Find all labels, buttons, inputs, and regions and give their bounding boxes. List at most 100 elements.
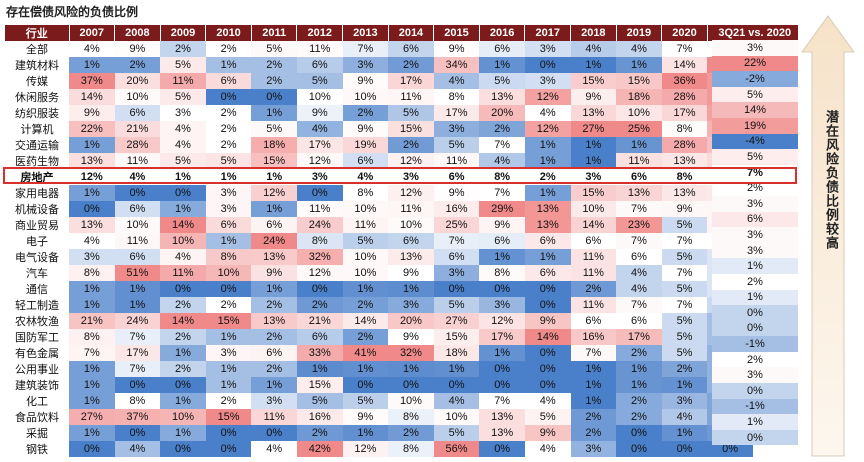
change-row: 22% [712, 55, 798, 72]
change-row: 5% [712, 149, 798, 165]
header-year: 2011 [251, 25, 298, 41]
heatmap-cell: 1% [616, 377, 662, 393]
heatmap-cell: 9% [479, 217, 525, 233]
heatmap-cell: 13% [251, 313, 297, 329]
heatmap-cell: 17% [616, 329, 662, 345]
heatmap-cell: 14% [69, 89, 115, 105]
heatmap-cell: 1% [114, 297, 161, 313]
heatmap-cell: 2% [160, 41, 206, 57]
heatmap-cell: 3% [479, 297, 525, 313]
heatmap-cell: 10% [616, 105, 662, 121]
heatmap-cell: 2% [570, 281, 617, 297]
heatmap-cell: 5% [296, 393, 343, 409]
heatmap-cell: 5% [433, 425, 480, 441]
heatmap-cell: 25% [433, 217, 480, 233]
row-label: 商业贸易 [15, 220, 59, 232]
row-label: 休闲服务 [15, 92, 59, 104]
heatmap-cell: 2% [251, 361, 297, 377]
heatmap-cell: 7% [661, 265, 708, 281]
heatmap-cell: 36% [661, 73, 708, 89]
heatmap-cell: 28% [661, 137, 708, 153]
heatmap-cell: 15% [205, 313, 252, 329]
heatmap-cell: 0% [524, 345, 571, 361]
heatmap-cell: 6% [388, 233, 434, 249]
heatmap-cell: 1% [251, 281, 297, 297]
heatmap-cell: 10% [160, 233, 206, 249]
heatmap-cell: 6% [616, 313, 662, 329]
heatmap-cell: 1% [479, 345, 525, 361]
heatmap-cell: 5% [251, 121, 297, 137]
change-cell: 6% [712, 211, 798, 228]
heatmap-cell: 9% [114, 41, 161, 57]
row-label: 国防军工 [15, 332, 59, 344]
heatmap-cell: 11% [296, 201, 343, 217]
heatmap-cell: 2% [296, 425, 343, 441]
heatmap-cell: 10% [342, 265, 389, 281]
change-cell: 3% [712, 40, 798, 56]
heatmap-cell: 5% [342, 233, 389, 249]
heatmap-cell: 12% [296, 265, 343, 281]
heatmap-cell: 1% [69, 377, 115, 393]
heatmap-cell: 7% [616, 201, 662, 217]
heatmap-cell: 6% [251, 345, 297, 361]
heatmap-cell: 15% [570, 185, 617, 201]
heatmap-cell: 4% [160, 249, 206, 265]
heatmap-cell: 1% [160, 425, 206, 441]
heatmap-cell: 0% [433, 281, 480, 297]
heatmap-cell: 3% [661, 393, 708, 409]
heatmap-cell: 0% [296, 185, 343, 201]
heatmap-cell: 3% [570, 169, 617, 185]
change-row: 3% [712, 242, 798, 259]
row-label: 计算机 [20, 124, 54, 136]
header-year: 2008 [114, 25, 161, 41]
up-arrow-icon [801, 15, 855, 457]
heatmap-cell: 6% [205, 217, 252, 233]
heatmap-cell: 1% [388, 361, 434, 377]
heatmap-row: 全部4%9%2%2%5%11%7%6%9%6%3%4%4%7%10% [5, 41, 753, 57]
change-row: 14% [712, 102, 798, 118]
heatmap-cell: 2% [251, 329, 297, 345]
heatmap-cell: 17% [114, 345, 161, 361]
heatmap-cell: 3% [524, 73, 571, 89]
change-cell: 0% [712, 429, 798, 446]
heatmap-cell: 5% [296, 73, 343, 89]
heatmap-cell: 0% [524, 361, 571, 377]
heatmap-cell: 4% [524, 393, 571, 409]
heatmap-cell: 28% [661, 89, 708, 105]
header-year: 2009 [160, 25, 207, 41]
heatmap-cell: 10% [114, 89, 161, 105]
heatmap-cell: 6% [205, 73, 252, 89]
heatmap-cell: 1% [69, 361, 115, 377]
heatmap-cell: 1% [205, 57, 252, 73]
heatmap-cell: 9% [69, 105, 115, 121]
heatmap-cell: 20% [479, 105, 525, 121]
heatmap-cell: 2% [570, 425, 617, 441]
change-cell: 22% [712, 55, 798, 72]
heatmap-cell: 6% [433, 169, 480, 185]
change-row: -4% [712, 133, 798, 150]
heatmap-cell: 1% [524, 249, 571, 265]
change-row: 0% [712, 305, 798, 321]
heatmap-cell: 5% [433, 137, 480, 153]
heatmap-cell: 9% [661, 201, 708, 217]
heatmap-cell: 2% [616, 345, 662, 361]
change-row: 2% [712, 273, 798, 290]
heatmap-cell: 5% [160, 57, 206, 73]
heatmap-cell: 1% [524, 137, 571, 153]
heatmap-cell: 15% [296, 377, 343, 393]
heatmap-cell: 37% [69, 73, 115, 89]
heatmap-cell: 5% [661, 217, 708, 233]
row-label: 电气设备 [15, 252, 59, 264]
heatmap-cell: 2% [114, 57, 161, 73]
change-cell: -2% [712, 71, 798, 87]
heatmap-row: 钢铁 0% 4% 0% 0% 4% 42% 12% 8% 56% 0% 4% 3% 0% 0% 0% [5, 441, 753, 457]
heatmap-cell: 1% [570, 153, 617, 169]
heatmap-cell: 11% [570, 265, 617, 281]
heatmap-cell: 1% [342, 361, 389, 377]
heatmap-cell: 5% [661, 329, 708, 345]
